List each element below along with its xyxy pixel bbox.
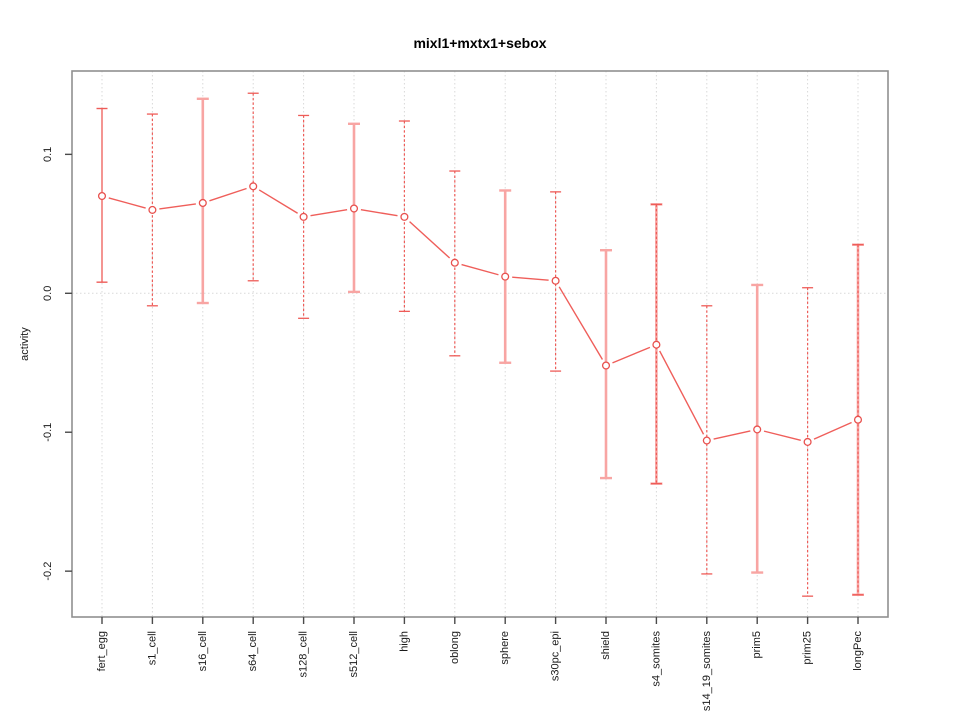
series-segment: [209, 187, 247, 202]
x-tick-label: prim25: [802, 631, 814, 665]
data-point: [349, 204, 359, 213]
data-point: [450, 258, 459, 267]
x-tick-label: longPec: [852, 631, 864, 671]
series-segment: [558, 286, 604, 360]
y-tick-label: 0.1: [42, 147, 54, 162]
data-point: [97, 191, 107, 201]
data-point: [249, 182, 258, 191]
x-tick-label: s14_19_somites: [701, 631, 713, 712]
series-segment: [612, 346, 651, 364]
x-tick-label: oblong: [449, 631, 461, 664]
x-tick-label: s4_somites: [650, 631, 662, 687]
series-segment: [713, 430, 751, 440]
data-point: [702, 436, 711, 445]
plot-frame: [71, 70, 889, 618]
y-tick-label: -0.2: [42, 562, 54, 581]
series-segment: [409, 221, 451, 259]
series-segment: [159, 203, 196, 210]
x-tick-label: prim5: [751, 631, 763, 659]
x-tick-label: sphere: [499, 631, 511, 665]
series-segment: [258, 189, 298, 214]
x-tick-label: high: [398, 631, 410, 652]
data-point: [299, 212, 308, 221]
data-point: [400, 212, 409, 221]
x-tick-label: s64_cell: [247, 631, 259, 671]
y-tick-label: -0.1: [42, 423, 54, 442]
data-point: [198, 198, 207, 208]
x-tick-label: s128_cell: [298, 631, 310, 677]
series-segment: [763, 430, 801, 441]
series-segment: [310, 208, 348, 217]
series-segment: [108, 197, 146, 209]
y-tick-label: 0.0: [42, 286, 54, 301]
x-tick-label: s512_cell: [348, 631, 360, 677]
x-tick-label: fert_egg: [96, 631, 108, 671]
data-point: [652, 340, 661, 349]
series-segment: [659, 350, 705, 435]
series-segment: [512, 276, 549, 281]
x-tick-label: s1_cell: [146, 631, 158, 665]
data-point: [601, 361, 611, 370]
chart-title: mixl1+mxtx1+sebox: [413, 35, 547, 51]
series-segment: [461, 263, 499, 276]
data-point: [501, 272, 510, 281]
x-tick-label: s16_cell: [197, 631, 209, 671]
series-segment: [360, 208, 398, 217]
x-tick-label: s30pc_epi: [550, 631, 562, 681]
data-point: [853, 415, 863, 424]
data-point: [551, 276, 560, 285]
data-point: [148, 205, 157, 214]
x-tick-label: shield: [600, 631, 612, 660]
data-point: [803, 437, 812, 446]
series-segment: [813, 421, 852, 440]
data-point: [753, 425, 762, 434]
